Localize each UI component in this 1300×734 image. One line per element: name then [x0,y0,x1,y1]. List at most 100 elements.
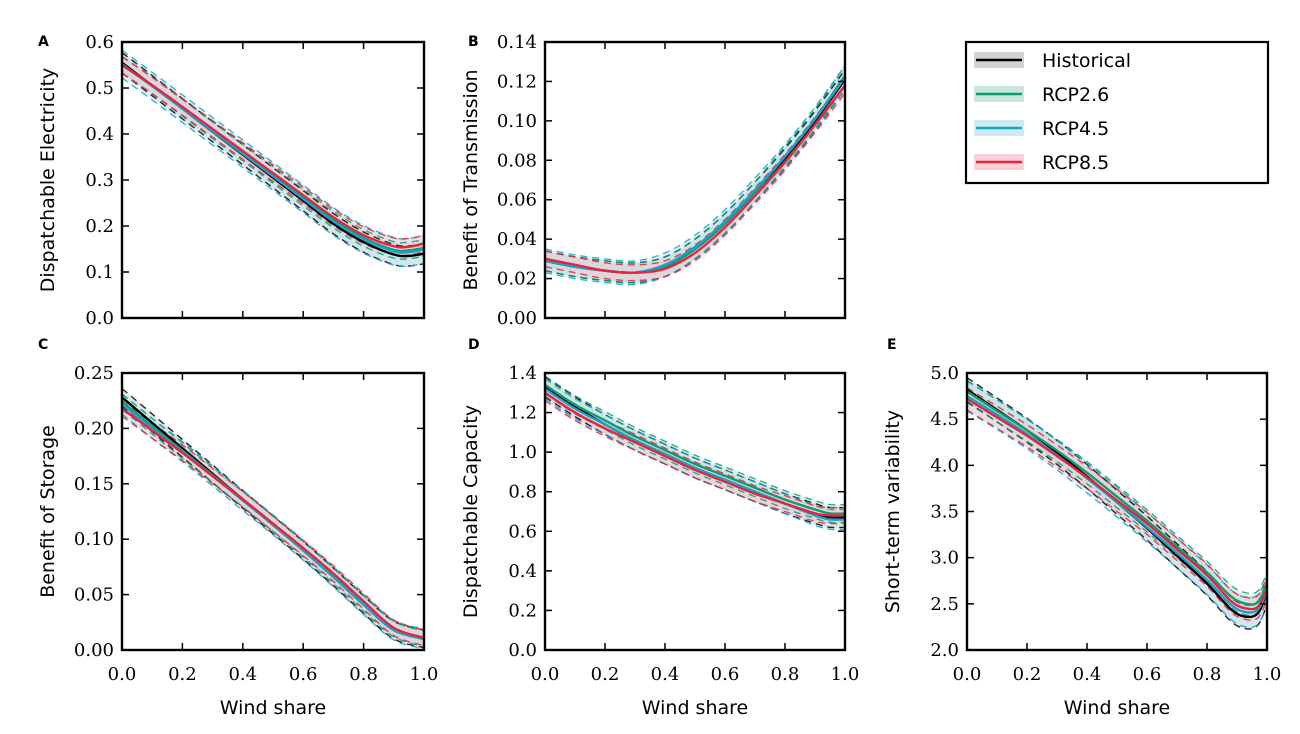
y-tick-label-a-2: 0.2 [85,216,114,237]
dashed-upper-b-rcp26 [545,65,845,264]
dashed-upper-c-rcp85 [122,400,424,631]
band-d-rcp45 [545,378,845,530]
line-a-rcp45 [122,63,424,254]
y-tick-label-c-4: 0.20 [74,418,114,439]
y-tick-label-d-7: 1.4 [508,363,537,384]
dashed-upper-b-rcp85 [545,77,845,266]
y-tick-label-a-6: 0.6 [85,32,114,53]
x-tick-label-d-0: 0.0 [531,664,560,685]
x-axis-label-e: Wind share [1064,697,1170,719]
y-tick-label-c-5: 0.25 [74,363,114,384]
panel-e: 0.0 0.2 0.4 0.6 0.8 1.0 2.0 2.5 3.0 3.5 4.0 4.5 5.0 W… [882,337,1281,719]
y-tick-label-b-7: 0.14 [497,32,537,53]
y-tick-label-e-3: 3.5 [930,502,959,523]
line-d-rcp85 [545,391,845,517]
panel-e-plot-area [967,377,1267,630]
x-tick-label-d-2: 0.4 [651,664,680,685]
dashed-lower-b-rcp45 [545,88,845,286]
legend-label-rcp26: RCP2.6 [1042,84,1109,106]
panel-label-c: C [38,337,48,353]
panel-c-plot-area [122,387,424,650]
x-tick-label-d-5: 1.0 [831,664,860,685]
y-axis-label-d: Dispatchable Capacity [460,405,482,618]
dashed-upper-a-rcp26 [122,56,424,244]
panel-label-e: E [887,337,897,353]
x-axis-label-c: Wind share [220,697,326,719]
y-tick-label-e-5: 4.5 [930,409,959,430]
dashed-lower-b-rcp85 [545,92,845,282]
x-tick-label-d-3: 0.6 [711,664,740,685]
line-a-rcp85 [122,64,424,249]
x-tick-label-e-4: 0.8 [1193,664,1222,685]
y-tick-label-d-4: 0.8 [508,482,537,503]
y-tick-label-e-4: 4.0 [930,455,959,476]
band-d-historical [545,376,845,528]
x-axis-label-d: Wind share [642,697,748,719]
y-tick-label-b-5: 0.10 [497,111,537,132]
y-tick-label-e-0: 2.0 [930,640,959,661]
y-tick-label-d-3: 0.6 [508,521,537,542]
panel-c-frame [120,371,426,652]
dashed-upper-c-historical [122,387,424,631]
dashed-lower-e-rcp26 [967,401,1267,617]
dashed-upper-d-rcp45 [545,378,845,511]
dashed-upper-e-rcp85 [967,387,1267,599]
dashed-lower-a-historical [122,72,424,267]
dashed-lower-c-historical [122,405,424,649]
legend-label-historical: Historical [1042,50,1131,72]
dashed-upper-d-historical [545,376,845,509]
band-e-rcp85 [967,387,1267,621]
x-tick-label-c-2: 0.4 [228,664,257,685]
y-tick-label-b-0: 0.00 [497,308,537,329]
dashed-lower-e-rcp85 [967,409,1267,621]
legend-label-rcp45: RCP4.5 [1042,118,1109,140]
x-tick-label-e-1: 0.2 [1013,664,1042,685]
line-d-rcp45 [545,387,845,521]
y-tick-label-c-1: 0.05 [74,585,114,606]
dashed-lower-e-rcp45 [967,410,1267,629]
dashed-upper-d-rcp85 [545,384,845,509]
y-tick-label-c-2: 0.10 [74,529,114,550]
dashed-upper-a-rcp85 [122,56,424,240]
x-tick-label-e-3: 0.6 [1133,664,1162,685]
y-tick-label-d-6: 1.2 [508,403,537,424]
panel-d-frame [543,371,847,652]
line-e-rcp45 [967,395,1267,614]
y-tick-label-e-2: 3.0 [930,548,959,569]
x-tick-label-e-5: 1.0 [1253,664,1282,685]
panel-label-b: B [468,34,479,50]
x-tick-label-c-4: 0.8 [349,664,378,685]
legend: Historical RCP2.6 RCP4.5 RCP8.5 [964,40,1270,185]
x-tick-label-d-1: 0.2 [591,664,620,685]
band-a-historical [122,52,424,267]
y-tick-label-d-2: 0.4 [508,561,537,582]
line-b-rcp85 [545,84,845,274]
band-b-historical [545,69,845,283]
y-tick-label-d-1: 0.2 [508,600,537,621]
band-c-rcp26 [122,394,424,647]
y-tick-label-b-2: 0.04 [497,229,537,250]
y-tick-label-d-0: 0.0 [508,640,537,661]
x-tick-label-c-5: 1.0 [410,664,439,685]
dashed-upper-c-rcp45 [122,393,424,630]
band-b-rcp45 [545,65,845,285]
panel-a: 0.0 0.1 0.2 0.3 0.4 0.5 0.6 Dispatchable Electr… [37,32,426,329]
y-tick-label-e-1: 2.5 [930,594,959,615]
y-tick-label-b-6: 0.12 [497,71,537,92]
x-tick-label-c-0: 0.0 [108,664,137,685]
y-tick-label-b-3: 0.06 [497,190,537,211]
y-tick-label-b-4: 0.08 [497,150,537,171]
y-axis-label-c: Benefit of Storage [37,425,59,598]
band-a-rcp45 [122,50,424,267]
y-tick-label-d-5: 1.0 [508,442,537,463]
line-d-rcp26 [545,383,845,515]
panel-b-frame [543,40,847,320]
y-tick-label-e-6: 5.0 [930,363,959,384]
x-tick-label-e-0: 0.0 [953,664,982,685]
dashed-lower-a-rcp26 [122,72,424,261]
band-c-rcp45 [122,394,424,649]
x-tick-label-c-1: 0.2 [168,664,197,685]
y-tick-label-a-1: 0.1 [85,262,114,283]
panel-d-plot-area [545,375,845,531]
